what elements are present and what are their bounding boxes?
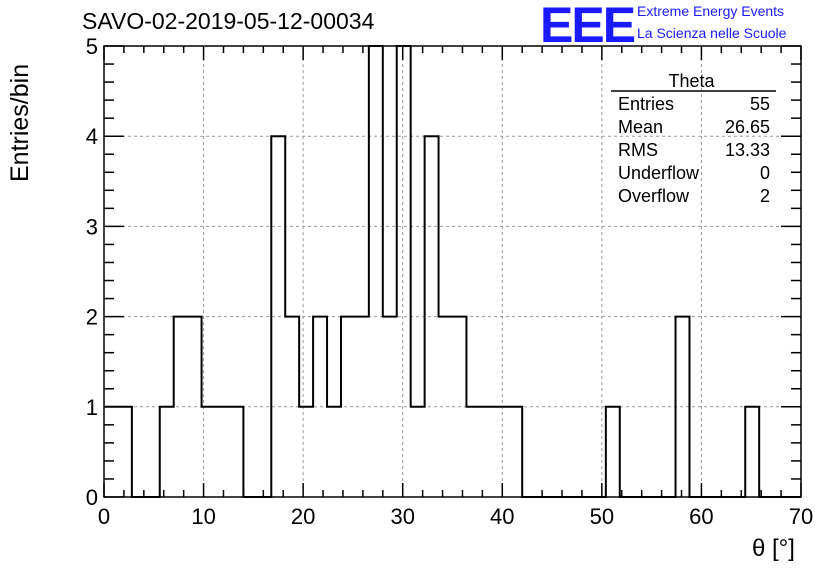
- stats-row-value: 2: [760, 186, 770, 206]
- histogram-bin: [397, 46, 411, 497]
- stats-row-value: 13.33: [725, 140, 770, 160]
- histogram-bin: [327, 407, 341, 497]
- stats-row-value: 0: [760, 163, 770, 183]
- histogram-bin: [745, 407, 759, 497]
- y-tick-label: 1: [86, 395, 98, 420]
- histogram-bin: [411, 407, 425, 497]
- stats-row-label: Overflow: [618, 186, 690, 206]
- stats-row-label: Mean: [618, 117, 663, 137]
- histogram-bin: [508, 407, 522, 497]
- y-tick-label: 4: [86, 124, 98, 149]
- histogram-bin: [104, 407, 118, 497]
- plot-frame: [103, 45, 802, 498]
- histogram-bin: [216, 407, 230, 497]
- y-tick-label: 3: [86, 214, 98, 239]
- x-tick-label: 20: [291, 504, 315, 529]
- axes-frame: [103, 45, 802, 498]
- histogram-bin: [466, 407, 480, 497]
- x-tick-label: 0: [98, 504, 110, 529]
- eee-logo: EEE: [540, 0, 636, 53]
- histogram-bin: [494, 407, 508, 497]
- x-tick-label: 30: [390, 504, 414, 529]
- x-axis-label: θ [°]: [752, 535, 795, 562]
- x-tick-label: 50: [590, 504, 614, 529]
- histogram-bin: [118, 407, 132, 497]
- stats-box: Theta Entries 55 Mean 26.65 RMS 13.33 Underflow…: [611, 71, 776, 206]
- histogram-bin: [369, 46, 383, 497]
- grid-lines: [103, 45, 802, 498]
- logo-subtitle-line1: Extreme Energy Events: [637, 3, 785, 19]
- histogram-bin: [480, 407, 494, 497]
- stats-row-label: Entries: [618, 94, 674, 114]
- histogram-bin: [229, 407, 243, 497]
- stats-row-value: 55: [750, 94, 770, 114]
- stats-title: Theta: [668, 71, 715, 91]
- axis-ticks: [103, 45, 802, 498]
- x-tick-label: 70: [789, 504, 813, 529]
- histogram-bin: [160, 407, 174, 497]
- chart-title: SAVO-02-2019-05-12-00034: [82, 8, 375, 34]
- stats-row-value: 26.65: [725, 117, 770, 137]
- x-tick-label: 60: [689, 504, 713, 529]
- x-tick-label: 10: [191, 504, 215, 529]
- stats-row-label: RMS: [618, 140, 658, 160]
- histogram-bin: [174, 317, 188, 497]
- y-tick-label: 2: [86, 305, 98, 330]
- logo-subtitle-line2: La Scienza nelle Scuole: [637, 25, 787, 41]
- x-tick-label: 40: [490, 504, 514, 529]
- y-tick-label: 5: [86, 34, 98, 59]
- histogram-bin: [606, 407, 620, 497]
- histogram-bars: [104, 45, 801, 498]
- y-tick-label: 0: [86, 485, 98, 510]
- histogram-bin: [299, 407, 313, 497]
- stats-row-label: Underflow: [618, 163, 700, 183]
- histogram-outline: [104, 45, 801, 498]
